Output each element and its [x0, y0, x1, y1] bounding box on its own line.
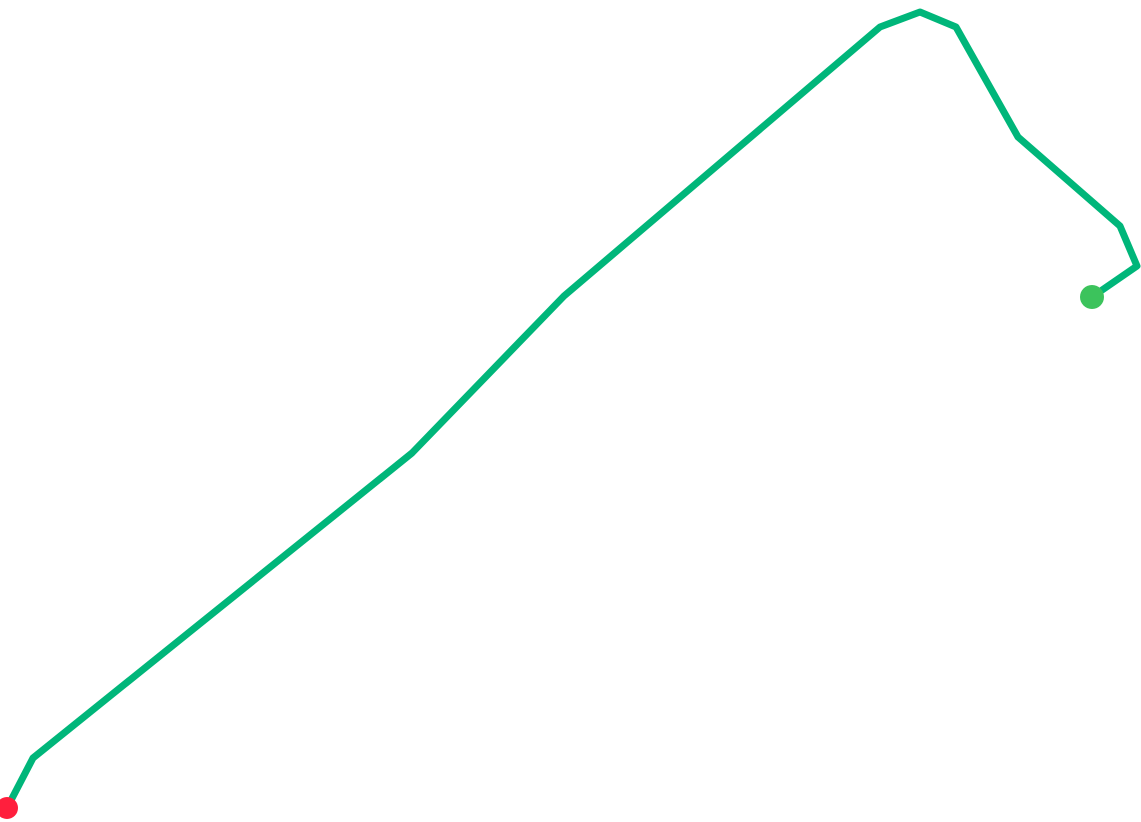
route-line [3, 8, 1141, 812]
start-marker-icon[interactable] [1080, 285, 1104, 309]
end-marker-icon[interactable] [0, 797, 18, 819]
